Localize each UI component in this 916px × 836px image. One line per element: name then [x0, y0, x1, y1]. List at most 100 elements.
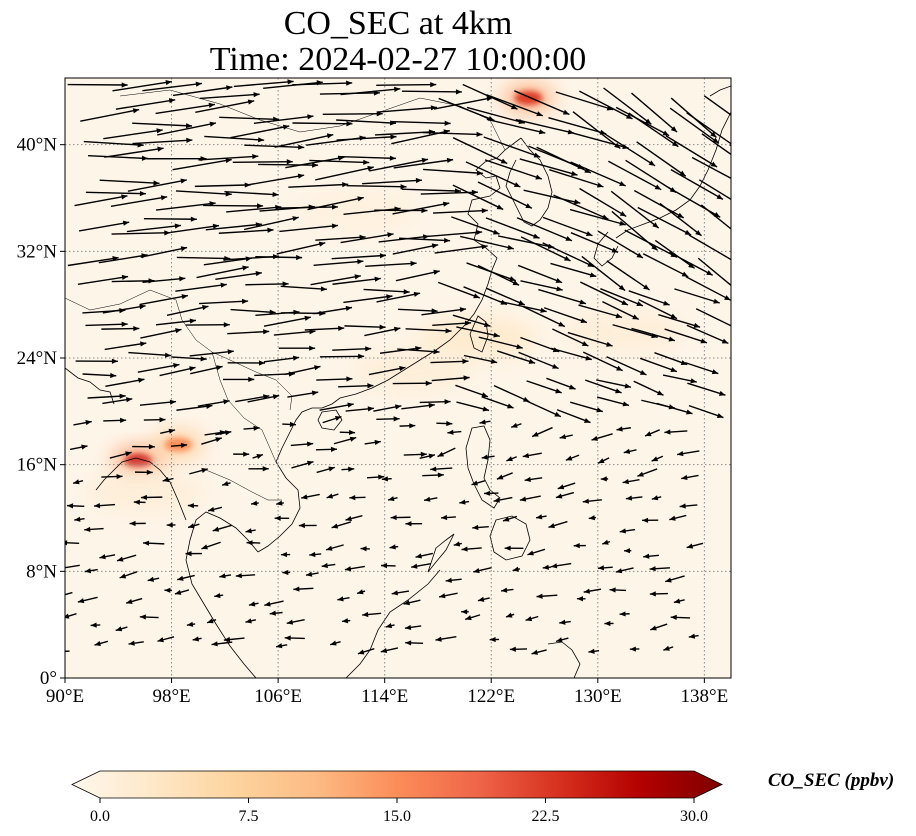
- wind-arrow: [280, 285, 328, 292]
- wind-arrow: [315, 165, 374, 181]
- wind-arrow: [665, 575, 685, 583]
- wind-arrow: [404, 624, 422, 630]
- wind-arrow: [401, 89, 462, 95]
- coastline-vietnam: [257, 431, 301, 553]
- wind-arrow: [610, 190, 660, 229]
- wind-arrow: [485, 217, 540, 239]
- wind-arrow: [245, 173, 305, 186]
- wind-arrow: [538, 288, 587, 305]
- wind-arrow: [522, 305, 566, 328]
- wind-arrow: [374, 207, 428, 214]
- wind-arrow: [674, 288, 720, 304]
- wind-arrow: [398, 237, 451, 244]
- wind-arrow: [493, 384, 530, 403]
- wind-arrow: [502, 515, 518, 522]
- wind-arrow: [496, 472, 513, 480]
- wind-arrow: [695, 308, 731, 327]
- wind-arrow: [615, 106, 670, 137]
- wind-arrow: [597, 565, 613, 571]
- x-tick-label: 122°E: [467, 686, 515, 707]
- wind-arrow: [431, 375, 470, 382]
- wind-arrow: [129, 520, 146, 527]
- wind-arrow: [679, 503, 698, 509]
- wind-arrow: [639, 357, 678, 373]
- wind-arrow: [78, 220, 130, 232]
- wind-arrow: [405, 521, 423, 527]
- wind-arrow: [127, 178, 187, 192]
- wind-arrow: [376, 416, 400, 422]
- wind-arrow: [140, 246, 188, 258]
- wind-arrow: [583, 588, 602, 594]
- wind-arrow: [556, 409, 591, 424]
- wind-arrow: [133, 499, 146, 505]
- coastline-mindanao: [489, 515, 531, 561]
- wind-arrow: [570, 161, 626, 187]
- wind-arrow: [282, 569, 291, 576]
- wind-arrow: [579, 90, 633, 120]
- wind-arrow: [264, 600, 284, 607]
- wind-arrow: [685, 276, 731, 301]
- wind-arrow: [573, 543, 586, 549]
- wind-arrow: [520, 236, 571, 262]
- wind-arrow: [516, 217, 573, 242]
- wind-arrow: [381, 476, 392, 482]
- x-tick-label: 106°E: [254, 686, 302, 707]
- wind-arrow: [277, 204, 339, 210]
- wind-arrow: [368, 365, 406, 376]
- wind-arrow: [93, 503, 116, 509]
- wind-arrow: [274, 133, 334, 148]
- wind-arrow: [654, 352, 688, 366]
- wind-arrow: [364, 326, 401, 337]
- wind-arrow: [465, 161, 521, 188]
- wind-arrow: [517, 264, 563, 284]
- wind-arrow: [190, 365, 223, 375]
- wind-arrow: [344, 565, 365, 572]
- wind-arrow: [555, 491, 575, 499]
- wind-arrow: [550, 347, 593, 361]
- wind-arrow: [493, 496, 513, 503]
- wind-arrow: [422, 472, 444, 478]
- wind-arrow: [99, 554, 116, 560]
- wind-arrow: [171, 356, 207, 362]
- wind-arrow: [211, 641, 233, 647]
- wind-arrow: [430, 466, 453, 472]
- wind-arrow: [336, 134, 397, 141]
- colorbar-tick-label: 15.0: [383, 808, 411, 825]
- wind-arrow: [142, 276, 186, 284]
- wind-arrow: [419, 453, 436, 460]
- wind-arrow: [316, 376, 353, 382]
- wind-arrow: [325, 544, 344, 551]
- wind-arrow: [397, 348, 440, 355]
- wind-arrow: [322, 415, 342, 424]
- wind-arrow: [243, 216, 299, 231]
- wind-arrow: [276, 500, 284, 506]
- wind-arrow: [233, 451, 250, 457]
- wind-arrow: [578, 304, 623, 319]
- wind-arrow: [518, 351, 559, 370]
- coastline-korea: [505, 137, 553, 227]
- coastline-china: [289, 137, 522, 433]
- wind-arrow: [337, 155, 396, 161]
- x-tick-label: 98°E: [152, 686, 190, 707]
- wind-arrow: [139, 399, 177, 406]
- y-tick-label: 8°N: [26, 561, 57, 582]
- wind-arrow: [580, 281, 629, 306]
- wind-arrow: [362, 177, 423, 185]
- wind-arrow: [132, 122, 193, 129]
- wind-arrow: [280, 551, 291, 558]
- colorbar-body: [71, 770, 723, 799]
- wind-arrow: [637, 468, 658, 477]
- wind-arrow: [484, 159, 543, 180]
- wind-arrow: [477, 181, 533, 209]
- coastline-taiwan: [469, 315, 489, 353]
- wind-arrow: [176, 574, 195, 581]
- wind-arrow: [134, 469, 153, 475]
- wind-arrow: [536, 146, 592, 174]
- wind-arrow: [664, 429, 688, 435]
- coastline-luzon: [465, 425, 501, 509]
- map-title-line1: CO_SEC at 4km: [283, 5, 513, 42]
- wind-arrow: [142, 81, 203, 92]
- wind-arrow: [373, 404, 402, 412]
- wind-arrow: [155, 318, 197, 326]
- border-laos: [211, 351, 277, 463]
